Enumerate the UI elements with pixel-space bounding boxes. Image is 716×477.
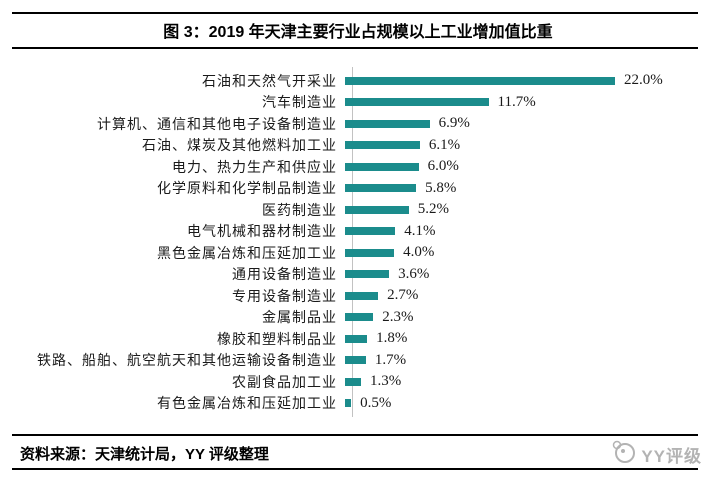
bar xyxy=(345,184,417,193)
category-label: 通用设备制造业 xyxy=(232,268,337,284)
value-label: 5.8% xyxy=(425,179,457,196)
bar-area: 4.1% xyxy=(345,221,436,243)
bar xyxy=(345,162,419,171)
yy-rating-logo: YY评级 xyxy=(611,439,702,470)
bar xyxy=(345,313,374,322)
chart-row: 黑色金属冶炼和压延加工业 4.0% xyxy=(0,242,716,264)
chart-row: 有色金属冶炼和压延加工业 0.5% xyxy=(0,393,716,415)
chart-row: 石油、煤炭及其他燃料加工业 6.1% xyxy=(0,135,716,157)
bar-area: 2.3% xyxy=(345,307,413,329)
value-label: 6.0% xyxy=(427,158,459,175)
chart-row: 通用设备制造业 3.6% xyxy=(0,264,716,286)
chart-rows: 石油和天然气开采业 22.0% 汽车制造业 11.7% 计算机、通信和其他电子设备制造业… xyxy=(0,70,716,414)
bar xyxy=(345,356,366,365)
category-label: 计算机、通信和其他电子设备制造业 xyxy=(97,117,337,133)
category-label: 化学原料和化学制品制造业 xyxy=(157,182,337,198)
category-label: 金属制品业 xyxy=(262,311,337,327)
category-label: 电气机械和器材制造业 xyxy=(187,225,337,241)
bar xyxy=(345,227,396,236)
value-label: 1.7% xyxy=(374,351,407,368)
chart-row: 医药制造业 5.2% xyxy=(0,199,716,221)
category-label: 医药制造业 xyxy=(262,203,337,219)
bar xyxy=(345,248,395,257)
category-label: 有色金属冶炼和压延加工业 xyxy=(157,397,337,413)
chart-title: 图 3：2019 年天津主要行业占规模以上工业增加值比重 xyxy=(163,24,553,41)
bar xyxy=(345,119,430,128)
source-note: 资料来源：天津统计局，YY 评级整理 xyxy=(20,446,269,463)
value-label: 4.1% xyxy=(404,222,436,239)
bar-area: 6.9% xyxy=(345,113,470,135)
category-label: 铁路、船舶、航空航天和其他运输设备制造业 xyxy=(37,354,337,370)
chart-row: 电力、热力生产和供应业 6.0% xyxy=(0,156,716,178)
bar xyxy=(345,291,379,300)
value-label: 1.8% xyxy=(376,330,408,347)
bar-area: 5.2% xyxy=(345,199,449,221)
bar-area: 6.0% xyxy=(345,156,459,178)
value-label: 6.1% xyxy=(428,136,461,153)
value-label: 0.5% xyxy=(360,394,392,411)
category-label: 专用设备制造业 xyxy=(232,289,337,305)
category-label: 电力、热力生产和供应业 xyxy=(172,160,337,176)
value-label: 5.2% xyxy=(417,201,450,218)
top-border-line xyxy=(12,12,698,14)
footer-top-border-line xyxy=(12,434,698,436)
swirl-circle-icon xyxy=(611,439,637,470)
chart-row: 专用设备制造业 2.7% xyxy=(0,285,716,307)
y-axis-line xyxy=(352,67,353,417)
bar-area: 4.0% xyxy=(345,242,434,264)
bar-area: 0.5% xyxy=(345,393,391,415)
category-label: 农副食品加工业 xyxy=(232,375,337,391)
bar-area: 1.3% xyxy=(345,371,401,393)
chart-row: 汽车制造业 11.7% xyxy=(0,92,716,114)
bar-area: 1.7% xyxy=(345,350,406,372)
category-label: 汽车制造业 xyxy=(262,96,337,112)
chart-row: 农副食品加工业 1.3% xyxy=(0,371,716,393)
logo-text: YY评级 xyxy=(641,447,702,466)
value-label: 2.7% xyxy=(387,287,419,304)
bar xyxy=(345,377,361,386)
bar xyxy=(345,399,352,408)
bar xyxy=(345,334,368,343)
category-label: 石油和天然气开采业 xyxy=(202,74,337,90)
horizontal-bar-chart: 石油和天然气开采业 22.0% 汽车制造业 11.7% 计算机、通信和其他电子设备制造业… xyxy=(0,67,716,417)
bar-area: 1.8% xyxy=(345,328,407,350)
value-label: 1.3% xyxy=(369,373,402,390)
bar-area: 5.8% xyxy=(345,178,456,200)
value-label: 2.3% xyxy=(382,308,414,325)
chart-row: 石油和天然气开采业 22.0% xyxy=(0,70,716,92)
value-label: 4.0% xyxy=(403,244,435,261)
bar-area: 22.0% xyxy=(345,70,663,92)
bar xyxy=(345,76,615,85)
chart-row: 金属制品业 2.3% xyxy=(0,307,716,329)
bar xyxy=(345,141,420,150)
value-label: 6.9% xyxy=(438,115,470,132)
category-label: 石油、煤炭及其他燃料加工业 xyxy=(142,139,337,155)
chart-row: 计算机、通信和其他电子设备制造业 6.9% xyxy=(0,113,716,135)
bar-area: 11.7% xyxy=(345,92,536,114)
bar xyxy=(345,205,409,214)
chart-row: 橡胶和塑料制品业 1.8% xyxy=(0,328,716,350)
value-label: 11.7% xyxy=(497,93,536,110)
category-label: 橡胶和塑料制品业 xyxy=(217,332,337,348)
bottom-border-line xyxy=(12,468,698,470)
bar-area: 2.7% xyxy=(345,285,418,307)
chart-row: 铁路、船舶、航空航天和其他运输设备制造业 1.7% xyxy=(0,350,716,372)
title-bottom-border-line xyxy=(12,47,698,49)
bar-area: 6.1% xyxy=(345,135,460,157)
bar xyxy=(345,98,489,107)
chart-row: 电气机械和器材制造业 4.1% xyxy=(0,221,716,243)
bar xyxy=(345,270,390,279)
value-label: 3.6% xyxy=(398,265,430,282)
value-label: 22.0% xyxy=(623,72,663,89)
category-label: 黑色金属冶炼和压延加工业 xyxy=(157,246,337,262)
bar-area: 3.6% xyxy=(345,264,429,286)
chart-row: 化学原料和化学制品制造业 5.8% xyxy=(0,178,716,200)
